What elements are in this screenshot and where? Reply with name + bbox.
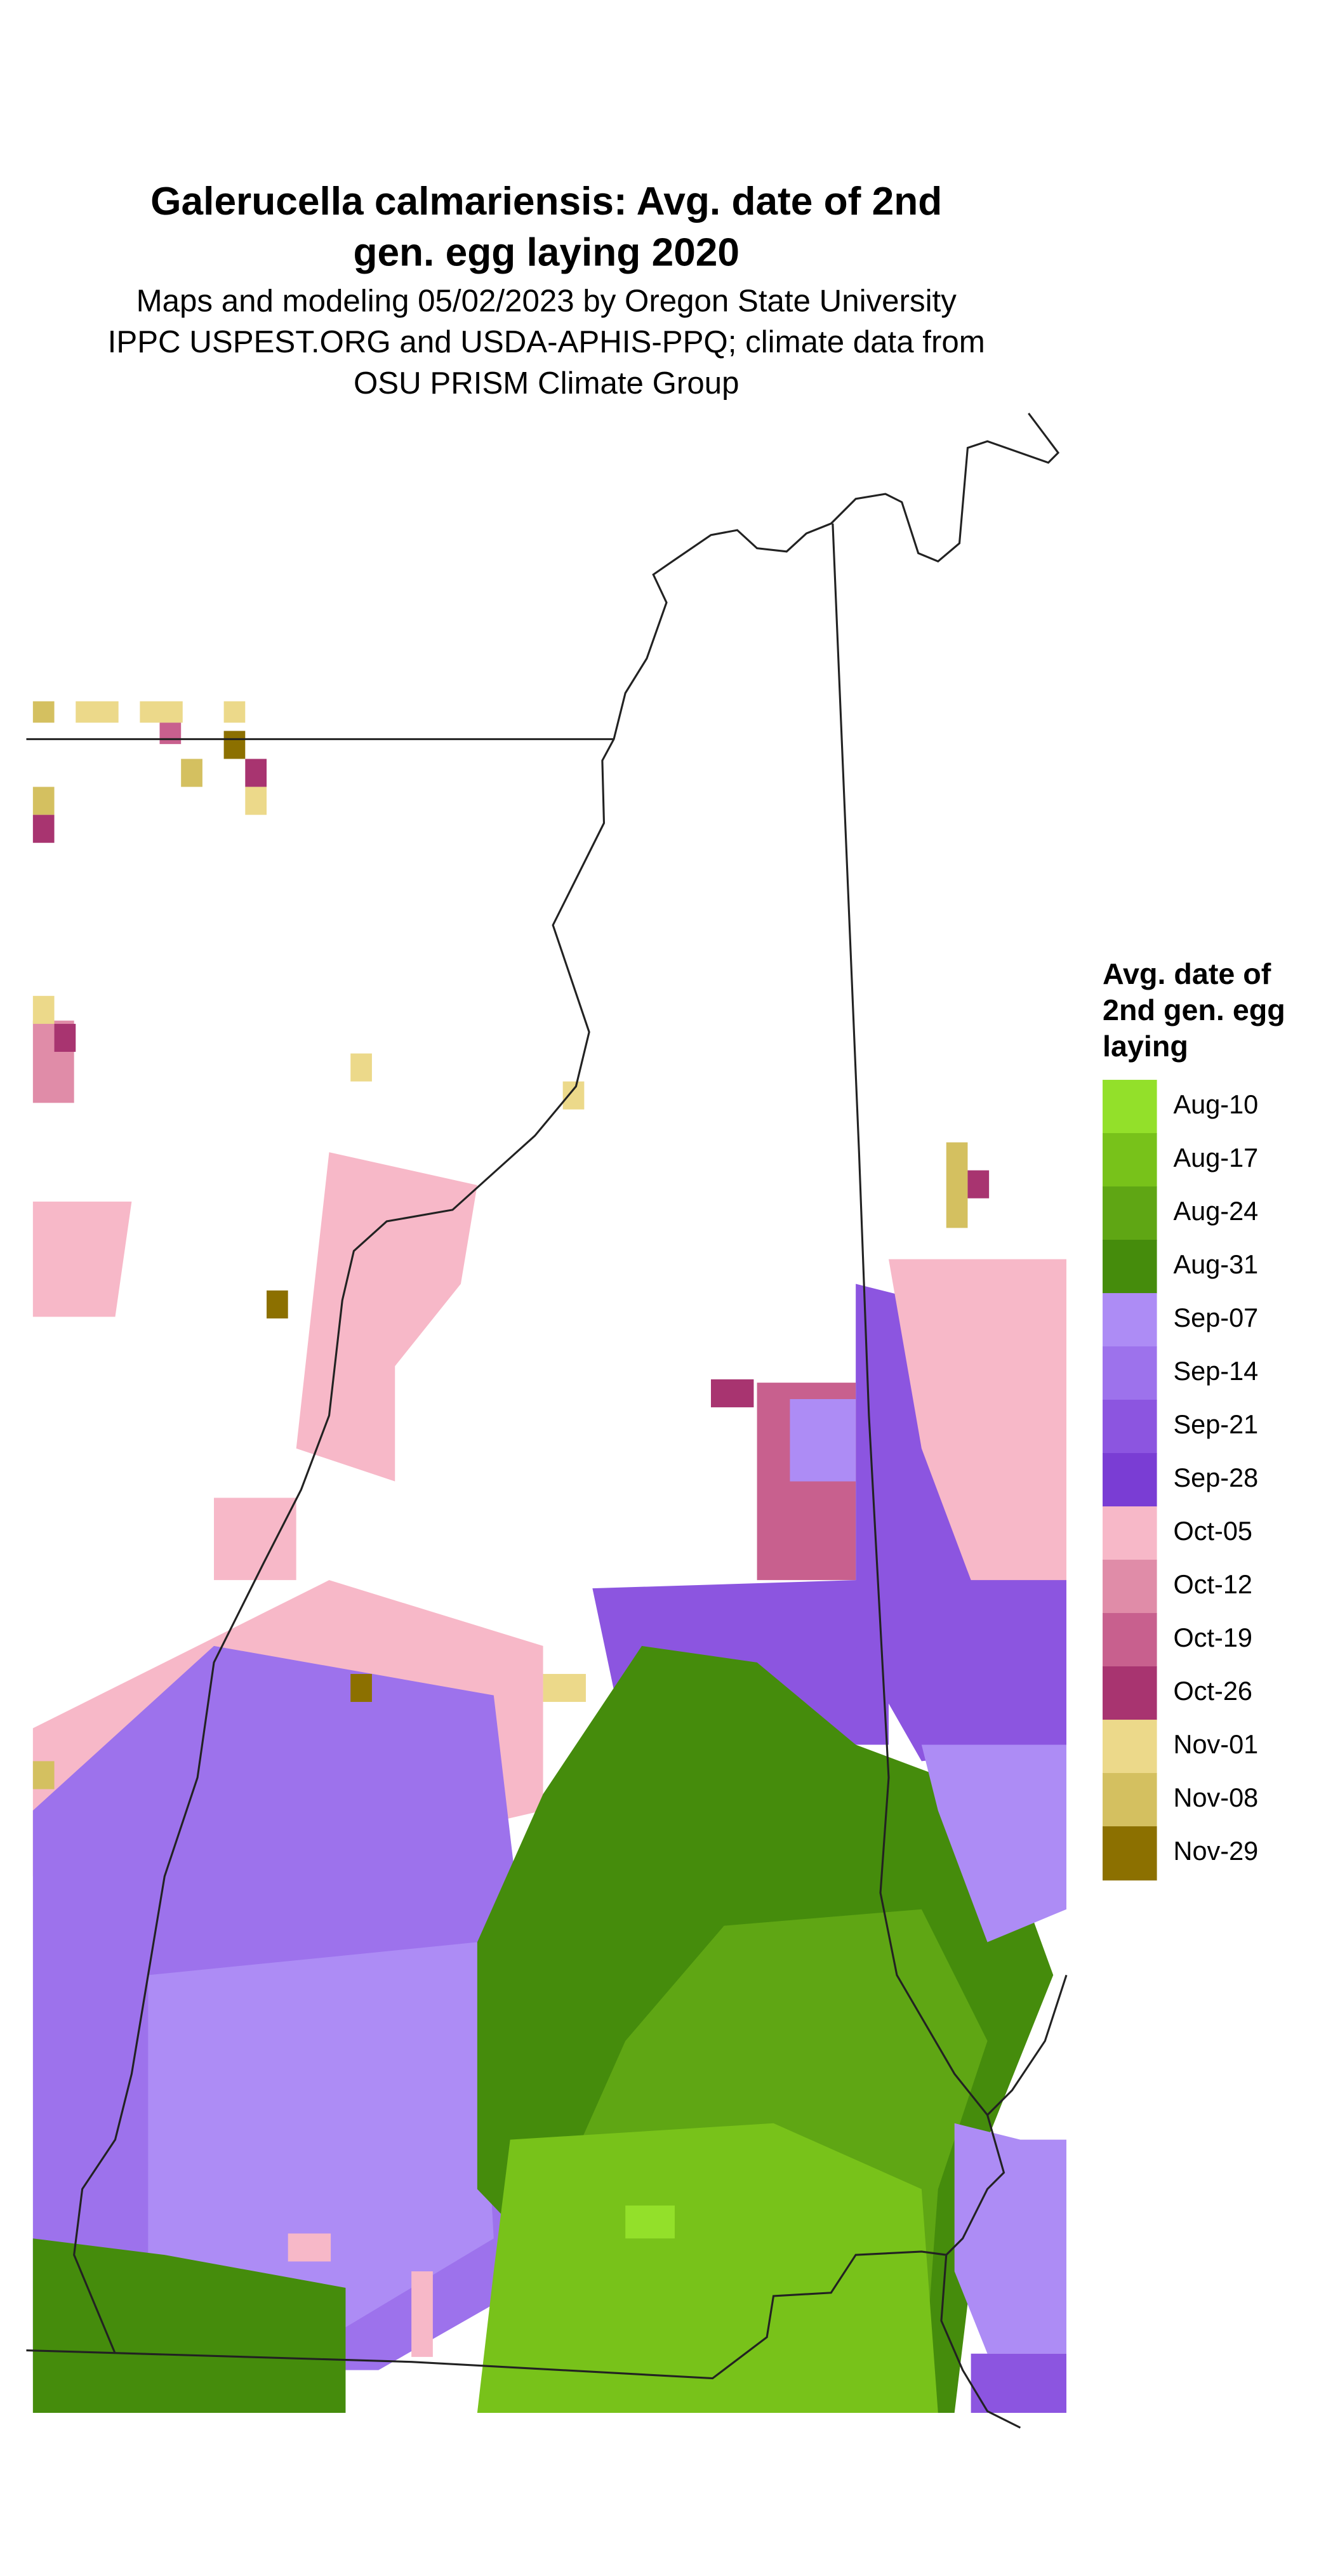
cell — [288, 2233, 331, 2262]
legend-label: Oct-05 — [1174, 1516, 1252, 1546]
legend-label: Aug-31 — [1174, 1249, 1259, 1279]
legend-label: Sep-07 — [1174, 1303, 1259, 1332]
legend-swatch — [1103, 1453, 1157, 1508]
zone — [921, 1744, 1066, 1942]
cell — [223, 701, 246, 723]
legend-label: Aug-24 — [1174, 1196, 1259, 1226]
zone — [954, 2123, 1066, 2354]
cell — [76, 701, 119, 723]
cell — [140, 701, 183, 723]
cell — [411, 2271, 433, 2357]
cell — [32, 814, 55, 843]
zone — [296, 1152, 477, 1482]
titles: Galerucella calmariensis: Avg. date of 2… — [108, 180, 985, 401]
zone — [148, 1942, 494, 2337]
zone — [790, 1399, 856, 1482]
cell — [223, 731, 246, 759]
legend-label: Oct-26 — [1174, 1676, 1252, 1706]
legend-swatch — [1103, 1133, 1157, 1188]
subtitle: IPPC USPEST.ORG and USDA-APHIS-PPQ; clim… — [108, 324, 985, 359]
cell — [245, 787, 267, 815]
cell — [32, 787, 55, 815]
cell — [350, 1673, 372, 1703]
legend-label: Oct-12 — [1174, 1569, 1252, 1599]
legend-label: Aug-10 — [1174, 1089, 1259, 1119]
cell — [967, 1170, 990, 1198]
legend-swatch — [1103, 1080, 1157, 1134]
border — [26, 2250, 1021, 2429]
zone — [625, 2205, 675, 2239]
cell — [946, 1142, 968, 1228]
cell — [245, 759, 267, 787]
raster — [32, 701, 1066, 2413]
legend-label: Sep-21 — [1174, 1409, 1259, 1439]
cell — [32, 701, 55, 723]
cell — [159, 722, 182, 745]
legend-title: 2nd gen. egg — [1103, 993, 1285, 1026]
legend-swatch — [1103, 1186, 1157, 1241]
legend-swatch — [1103, 1720, 1157, 1774]
cell — [32, 1761, 55, 1789]
cell — [711, 1379, 754, 1407]
cell — [181, 759, 202, 787]
cell — [54, 1023, 76, 1052]
legend-swatch — [1103, 1773, 1157, 1828]
legend-label: Aug-17 — [1174, 1143, 1259, 1172]
legend-label: Oct-19 — [1174, 1623, 1252, 1652]
cell — [350, 1053, 372, 1082]
legend-swatch — [1103, 1346, 1157, 1401]
legend-swatch — [1103, 1400, 1157, 1454]
cell — [267, 1290, 288, 1318]
zone — [477, 2123, 938, 2413]
title: Galerucella calmariensis: Avg. date of 2… — [150, 180, 942, 223]
legend-label: Sep-14 — [1174, 1356, 1259, 1386]
zone — [32, 2238, 346, 2413]
title: gen. egg laying 2020 — [353, 231, 739, 275]
legend-title: laying — [1103, 1030, 1188, 1063]
subtitle: Maps and modeling 05/02/2023 by Oregon S… — [136, 283, 957, 318]
border — [832, 523, 1068, 2117]
cell — [562, 1081, 585, 1110]
legend-swatch — [1103, 1506, 1157, 1561]
subtitle: OSU PRISM Climate Group — [354, 366, 739, 401]
legend-swatch — [1103, 1826, 1157, 1881]
zone — [971, 2353, 1066, 2413]
legend-label: Nov-29 — [1174, 1836, 1259, 1866]
cell — [543, 1673, 586, 1703]
legend-label: Nov-08 — [1174, 1783, 1259, 1812]
legend-title: Avg. date of — [1103, 957, 1271, 990]
legend-swatch — [1103, 1666, 1157, 1721]
legend-swatch — [1103, 1240, 1157, 1294]
borders — [26, 413, 1068, 2429]
zone — [889, 1259, 1066, 1581]
zone — [214, 1497, 296, 1581]
legend: Avg. date of 2nd gen. egg laying Aug-10 A… — [1103, 957, 1285, 1881]
legend-label: Nov-01 — [1174, 1729, 1259, 1759]
cell — [32, 995, 55, 1024]
legend-label: Sep-28 — [1174, 1463, 1259, 1492]
zone — [32, 1201, 132, 1317]
legend-swatch — [1103, 1560, 1157, 1614]
border — [945, 2115, 1005, 2256]
border — [73, 413, 1060, 2354]
legend-swatch — [1103, 1293, 1157, 1348]
legend-swatch — [1103, 1613, 1157, 1668]
